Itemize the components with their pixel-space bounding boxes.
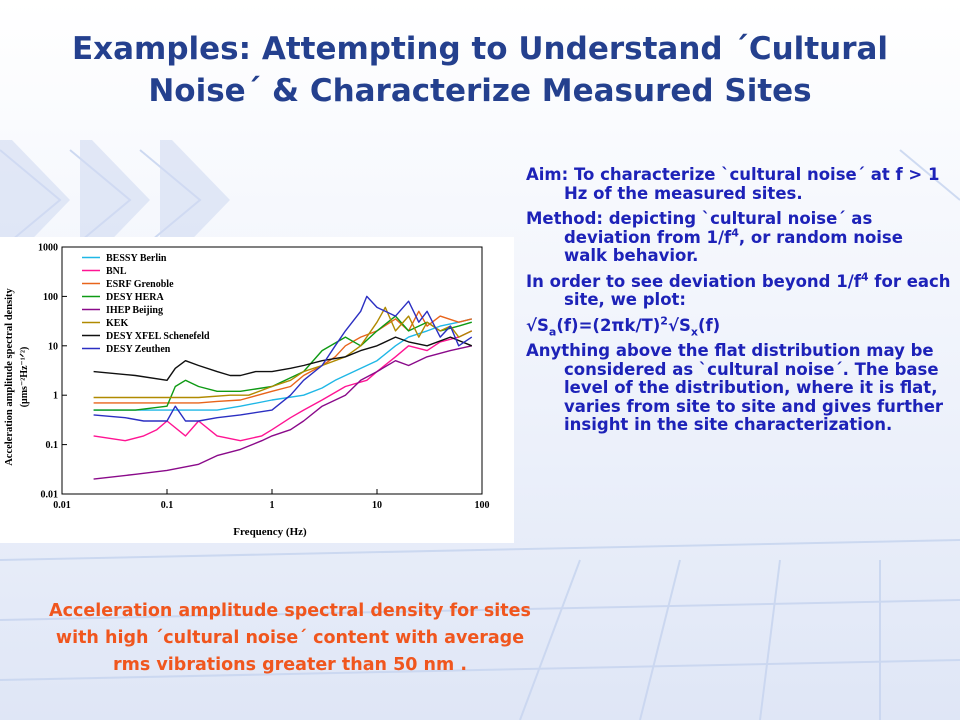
formula-part-c: √S	[667, 315, 691, 335]
x-tick-label: 100	[475, 500, 490, 511]
spectral-density-chart: 0.01 0.1 1 10 100 0.01 0.1 1 10 100 1000 BESSY Ber…	[4, 243, 490, 539]
caption-line-3: rms vibrations greater than 50 nm .	[113, 655, 467, 675]
formula-part-a: √S	[526, 315, 549, 335]
method-text-pre: Method: depicting `cultural noise´ as de…	[526, 209, 873, 247]
slide-title-line-2: Noise´ & Characterize Measured Sites	[148, 73, 812, 109]
legend-entry: ESRF Grenoble	[106, 279, 174, 290]
slide-title: Examples: Attempting to Understand ´Cult…	[40, 28, 920, 112]
series-line-desy-zeuthen	[93, 295, 473, 422]
plot-area	[61, 246, 483, 495]
series-line-bnl	[93, 330, 473, 442]
legend-entry: IHEP Beijing	[106, 305, 163, 316]
order-paragraph: In order to see deviation beyond 1/f4 fo…	[526, 270, 951, 310]
legend-entry: BESSY Berlin	[106, 253, 167, 264]
caption-line-1: Acceleration amplitude spectral density …	[49, 601, 531, 621]
x-axis-label: Frequency (Hz)	[233, 526, 307, 538]
y-axis-label: Acceleration amplitude spectral density	[4, 287, 15, 465]
series-layer	[93, 295, 473, 480]
y-tick-label: 0.01	[41, 490, 59, 501]
chart-legend: BESSY Berlin BNL ESRF Grenoble DESY HERA IHE…	[82, 253, 210, 355]
formula-exponent: 2	[660, 314, 668, 327]
formula-subscript-a: a	[548, 324, 557, 338]
method-paragraph: Method: depicting `cultural noise´ as de…	[526, 209, 951, 266]
axis-ticks: 0.01 0.1 1 10 100 0.01 0.1 1 10 100 1000	[38, 243, 490, 512]
series-line-desy-xfel-schenefeld	[93, 336, 473, 382]
aim-paragraph: Aim: To characterize `cultural noise´ at…	[526, 165, 940, 203]
y-axis-unit: (μms⁻²Hz⁻¹ᐟ²)	[19, 347, 30, 408]
order-exponent: 4	[860, 270, 869, 283]
y-tick-label: 1000	[38, 243, 58, 254]
caption-line-2: with high ´cultural noise´ content with …	[55, 628, 525, 648]
x-tick-label: 0.01	[53, 500, 71, 511]
bullet-text-block: Aim: To characterize `cultural noise´ at…	[526, 165, 951, 442]
y-tick-label: 10	[48, 341, 58, 352]
y-tick-label: 100	[43, 292, 58, 303]
slide-title-line-1: Examples: Attempting to Understand ´Cult…	[71, 31, 889, 67]
series-line-desy-hera	[93, 315, 472, 411]
figure-caption: Acceleration amplitude spectral density …	[0, 598, 580, 679]
legend-entry: KEK	[106, 318, 128, 329]
method-exponent: 4	[731, 226, 739, 239]
x-tick-label: 10	[372, 500, 382, 511]
legend-entry: DESY XFEL Schenefeld	[106, 331, 210, 342]
y-tick-label: 1	[53, 391, 58, 402]
formula-part-d: (f)	[697, 315, 721, 335]
formula-paragraph: √Sa(f)=(2πk/T)2√Sx(f)	[526, 314, 951, 338]
order-text-pre: In order to see deviation beyond 1/f	[526, 271, 861, 291]
order-text-post: for each site, we plot:	[564, 271, 951, 309]
formula-subscript-x: x	[690, 324, 698, 338]
formula-part-b: (f)=(2πk/T)	[556, 315, 661, 335]
anything-paragraph: Anything above the flat distribution may…	[526, 341, 944, 434]
legend-entry: DESY Zeuthen	[106, 344, 171, 355]
chart-panel: 0.01 0.1 1 10 100 0.01 0.1 1 10 100 1000 BESSY Ber…	[0, 237, 514, 543]
series-line-ihep-beijing	[93, 345, 472, 480]
x-tick-label: 0.1	[161, 500, 174, 511]
legend-entry: BNL	[106, 266, 127, 277]
method-text-post: , or random noise walk behavior.	[564, 227, 903, 265]
legend-entry: DESY HERA	[106, 292, 164, 303]
series-line-bessy-berlin	[93, 318, 472, 411]
plot-frame	[61, 246, 483, 495]
y-tick-label: 0.1	[46, 440, 59, 451]
x-tick-label: 1	[270, 500, 275, 511]
